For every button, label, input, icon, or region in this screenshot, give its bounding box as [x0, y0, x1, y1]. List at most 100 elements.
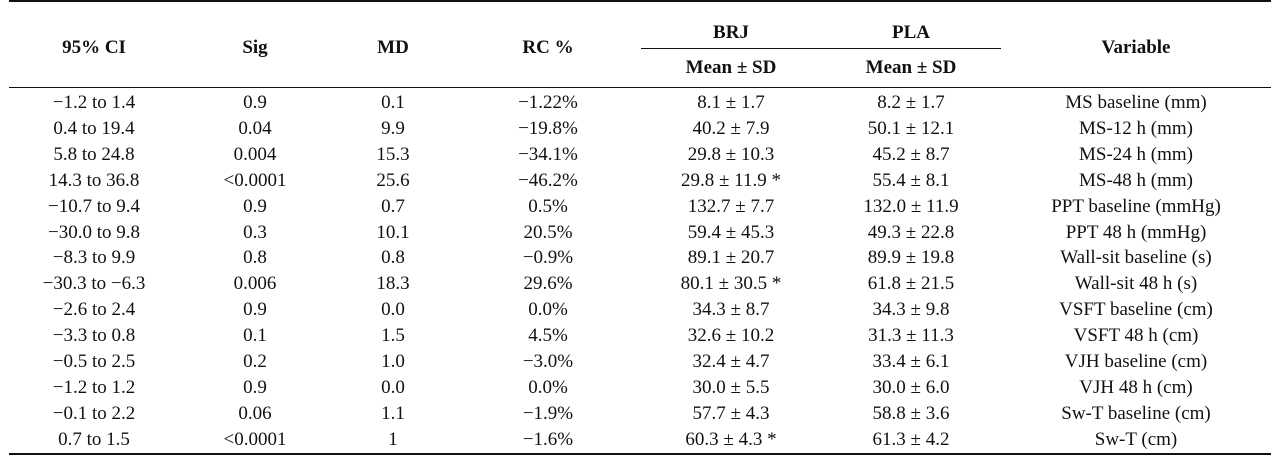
table-row: −10.7 to 9.4 0.9 0.7 0.5% 132.7 ± 7.7 132.0 ±… — [9, 194, 1271, 220]
cell-pla: 50.1 ± 12.1 — [867, 117, 955, 139]
cell-rc: −19.8% — [518, 117, 578, 139]
cell-md: 0.1 — [381, 92, 405, 113]
cell-sig: 0.04 — [238, 117, 272, 139]
cell-pla: 58.8 ± 3.6 — [872, 402, 950, 424]
cell-ci: −30.3 to −6.3 — [42, 273, 146, 295]
table-row: −3.3 to 0.8 0.1 1.5 4.5% 32.6 ± 10.2 31.3 ± 1… — [9, 323, 1271, 349]
cell-md: 25.6 — [376, 169, 410, 191]
header-row-1: 95% CI Sig MD RC % BRJ PLA Variable — [9, 0, 1271, 88]
cell-pla: 55.4 ± 8.1 — [872, 169, 950, 191]
cell-variable: VSFT 48 h (cm) — [1073, 325, 1199, 347]
cell-sig: 0.9 — [243, 299, 267, 321]
header-pla-sub: Mean ± SD — [865, 57, 957, 78]
header-md: MD — [331, 0, 455, 88]
cell-rc: −34.1% — [518, 143, 578, 165]
cell-pla: 30.0 ± 6.0 — [872, 376, 950, 398]
cell-md: 0.0 — [381, 376, 405, 398]
cell-variable: PPT 48 h (mmHg) — [1065, 221, 1207, 243]
cell-sig: 0.8 — [243, 247, 267, 269]
cell-md: 18.3 — [376, 273, 410, 295]
cell-sig: 0.06 — [238, 402, 272, 424]
header-variable: Variable — [1001, 0, 1271, 88]
cell-pla: 31.3 ± 11.3 — [868, 325, 954, 347]
cell-brj: 57.7 ± 4.3 — [692, 402, 770, 424]
cell-brj: 34.3 ± 8.7 — [692, 299, 770, 321]
cell-ci: 0.7 to 1.5 — [9, 426, 179, 455]
cell-sig: 0.9 — [243, 92, 267, 113]
cell-rc: 0.5% — [528, 195, 568, 217]
cell-ci: −3.3 to 0.8 — [52, 325, 136, 347]
cell-ci: −1.2 to 1.4 — [52, 92, 136, 113]
cell-variable: VJH 48 h (cm) — [1079, 376, 1193, 398]
cell-pla: 61.3 ± 4.2 — [821, 426, 1001, 455]
cell-brj: 40.2 ± 7.9 — [692, 117, 770, 139]
cell-brj: 29.8 ± 11.9 * — [681, 169, 781, 191]
header-brj-sub: Mean ± SD — [685, 57, 777, 78]
cell-md: 1.1 — [381, 402, 405, 424]
cell-sig: 0.3 — [243, 221, 267, 243]
cell-variable: Sw-T baseline (cm) — [1061, 402, 1211, 424]
cell-sig: 0.006 — [233, 273, 277, 295]
cell-ci: −30.0 to 9.8 — [48, 221, 140, 243]
cell-brj: 8.1 ± 1.7 — [697, 92, 765, 113]
cell-sig: 0.9 — [243, 376, 267, 398]
cell-variable: MS baseline (mm) — [1065, 92, 1207, 113]
cell-brj: 30.0 ± 5.5 — [692, 376, 770, 398]
cell-brj: 89.1 ± 20.7 — [687, 247, 775, 269]
cell-variable: VJH baseline (cm) — [1064, 351, 1208, 373]
cell-rc: 0.0% — [528, 299, 568, 321]
cell-rc: −3.0% — [522, 351, 574, 373]
cell-variable: Wall-sit 48 h (s) — [1074, 273, 1198, 295]
cell-md: 9.9 — [381, 117, 405, 139]
cell-ci: −1.2 to 1.2 — [52, 376, 136, 398]
header-sig: Sig — [179, 0, 331, 88]
cell-pla: 33.4 ± 6.1 — [872, 351, 950, 373]
results-table-container: 95% CI Sig MD RC % BRJ PLA Variable Mean… — [9, 0, 1271, 455]
cell-sig: 0.1 — [243, 325, 267, 347]
cell-brj: 60.3 ± 4.3 * — [641, 426, 821, 455]
cell-variable: Wall-sit baseline (s) — [1060, 247, 1212, 269]
divider — [9, 87, 1271, 88]
cell-rc: 4.5% — [528, 325, 568, 347]
table-row: −2.6 to 2.4 0.9 0.0 0.0% 34.3 ± 8.7 34.3 ± 9.… — [9, 297, 1271, 323]
cell-ci: −0.5 to 2.5 — [52, 351, 136, 373]
cell-rc: 20.5% — [523, 221, 573, 243]
cell-md: 0.7 — [381, 195, 405, 217]
table-row: −1.2 to 1.2 0.9 0.0 0.0% 30.0 ± 5.5 30.0 ± 6.… — [9, 375, 1271, 401]
table-row: 5.8 to 24.8 0.004 15.3 −34.1% 29.8 ± 10.3 45.… — [9, 142, 1271, 168]
table-row: 0.7 to 1.5 <0.0001 1 −1.6% 60.3 ± 4.3 * 61.3 … — [9, 426, 1271, 455]
cell-sig: <0.0001 — [179, 426, 331, 455]
table-row: −0.5 to 2.5 0.2 1.0 −3.0% 32.4 ± 4.7 33.4 ± 6… — [9, 349, 1271, 375]
cell-pla: 34.3 ± 9.8 — [872, 299, 950, 321]
header-brj: BRJ — [641, 0, 821, 49]
cell-ci: −2.6 to 2.4 — [52, 299, 136, 321]
cell-brj: 132.7 ± 7.7 — [687, 195, 775, 217]
cell-variable: VSFT baseline (cm) — [1059, 299, 1213, 321]
cell-pla: 49.3 ± 22.8 — [867, 221, 955, 243]
cell-pla: 8.2 ± 1.7 — [877, 92, 945, 113]
header-ci: 95% CI — [9, 0, 179, 88]
table-row: 0.4 to 19.4 0.04 9.9 −19.8% 40.2 ± 7.9 50.1 ±… — [9, 116, 1271, 142]
cell-rc: 29.6% — [523, 273, 573, 295]
table-row: −30.3 to −6.3 0.006 18.3 29.6% 80.1 ± 30.5 *… — [9, 271, 1271, 297]
cell-brj: 59.4 ± 45.3 — [687, 221, 775, 243]
results-table: 95% CI Sig MD RC % BRJ PLA Variable Mean… — [9, 0, 1271, 455]
cell-rc: −1.9% — [522, 402, 574, 424]
cell-ci: −10.7 to 9.4 — [48, 195, 140, 217]
cell-pla: 61.8 ± 21.5 — [867, 273, 955, 295]
table-body: −1.2 to 1.4 0.9 0.1 −1.22% 8.1 ± 1.7 8.2 ± 1.… — [9, 88, 1271, 455]
cell-pla: 132.0 ± 11.9 — [863, 195, 959, 217]
cell-ci: −8.3 to 9.9 — [52, 247, 136, 269]
table-row: −8.3 to 9.9 0.8 0.8 −0.9% 89.1 ± 20.7 89.9 ± … — [9, 245, 1271, 271]
cell-variable: MS-12 h (mm) — [1079, 117, 1193, 139]
cell-brj: 29.8 ± 10.3 — [687, 143, 775, 165]
cell-variable: MS-24 h (mm) — [1079, 143, 1193, 165]
table-row: −30.0 to 9.8 0.3 10.1 20.5% 59.4 ± 45.3 49.3 … — [9, 220, 1271, 246]
cell-brj: 80.1 ± 30.5 * — [680, 273, 782, 295]
cell-ci: 5.8 to 24.8 — [53, 143, 135, 165]
header-rule — [9, 87, 1271, 88]
table-header: 95% CI Sig MD RC % BRJ PLA Variable Mean… — [9, 0, 1271, 88]
cell-pla: 45.2 ± 8.7 — [872, 143, 950, 165]
header-row-2: Mean ± SD Mean ± SD — [9, 49, 1271, 88]
cell-ci: −0.1 to 2.2 — [52, 402, 136, 424]
